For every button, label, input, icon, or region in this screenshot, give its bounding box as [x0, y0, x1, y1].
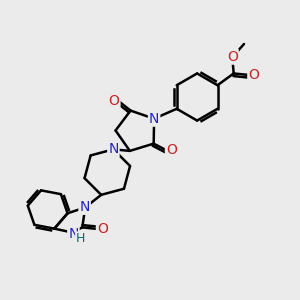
Text: N: N [80, 200, 90, 214]
Text: O: O [97, 222, 108, 236]
Text: O: O [109, 94, 119, 108]
Text: O: O [166, 143, 177, 157]
Text: N: N [108, 142, 118, 156]
Text: O: O [248, 68, 259, 82]
Text: H: H [76, 232, 86, 245]
Text: N: N [149, 112, 159, 126]
Text: O: O [227, 50, 238, 64]
Text: N: N [68, 227, 79, 241]
